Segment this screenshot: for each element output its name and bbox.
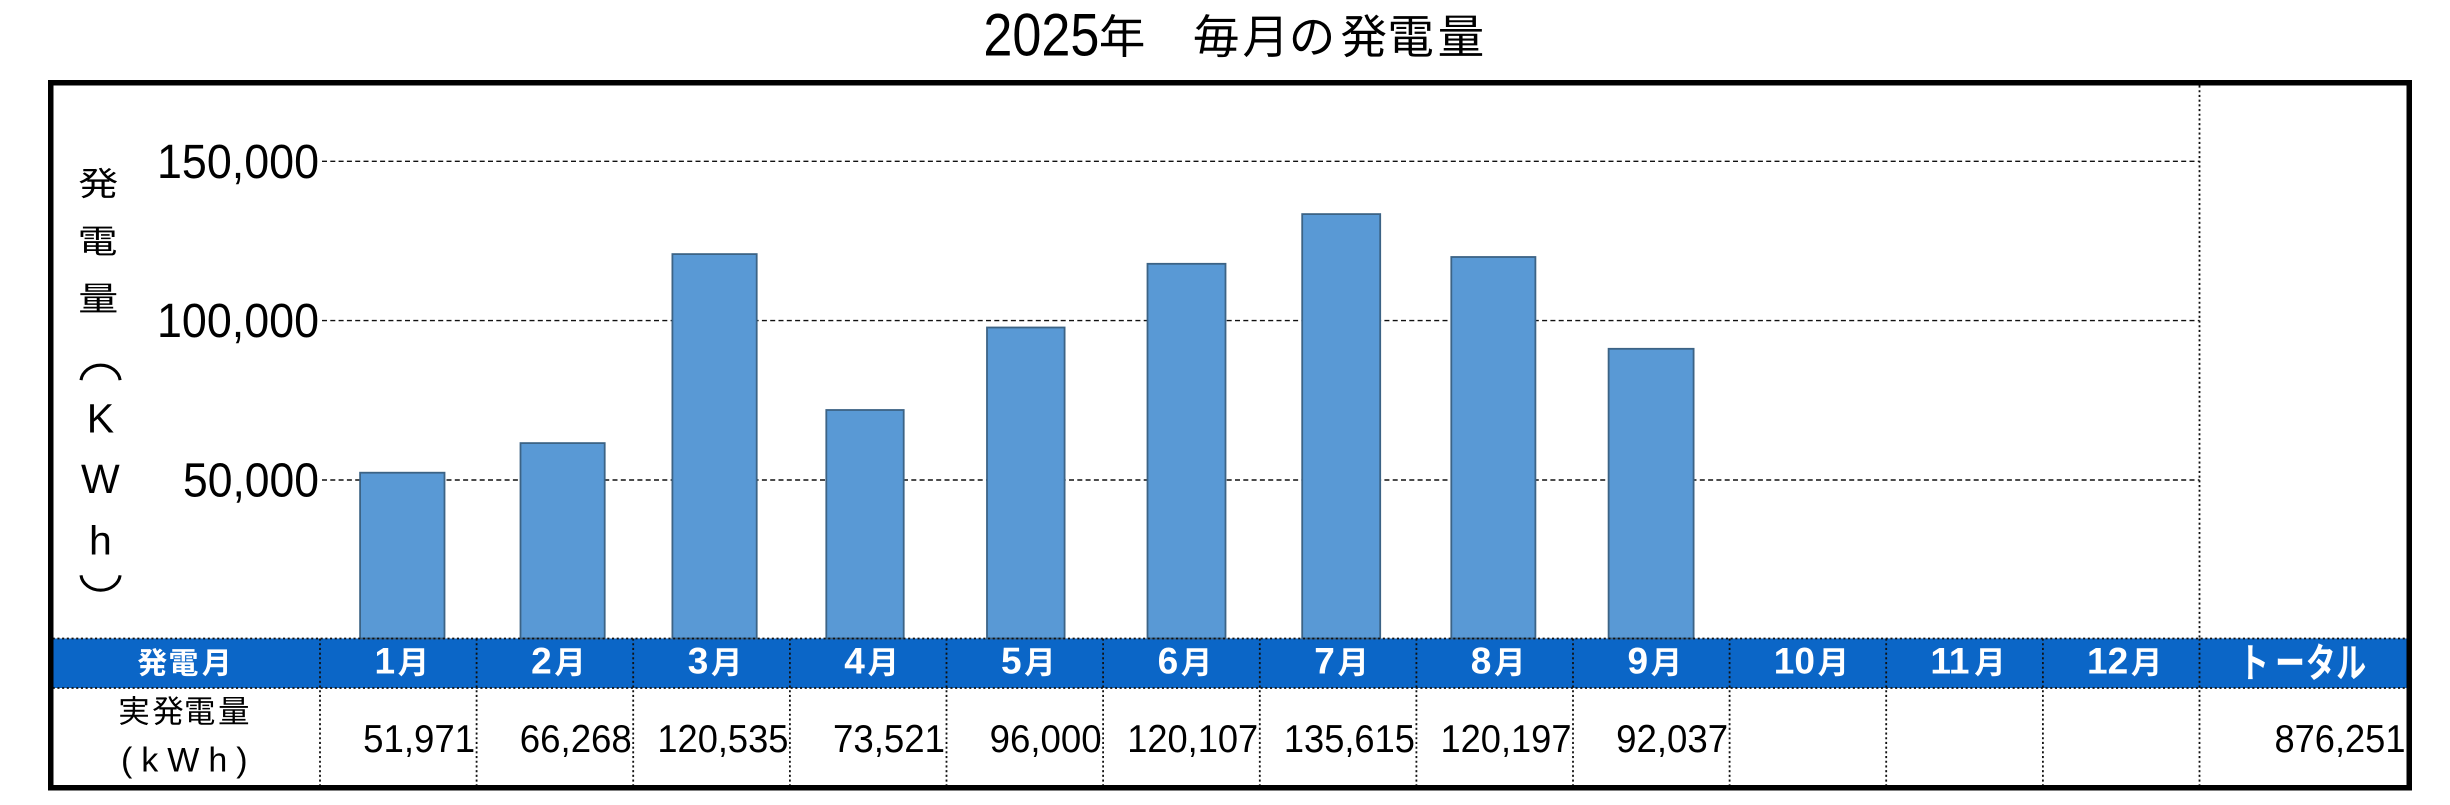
svg-text:12: 12 <box>2087 641 2128 682</box>
svg-text:73,521: 73,521 <box>833 718 945 761</box>
svg-text:5: 5 <box>1001 641 1022 682</box>
svg-text:50,000: 50,000 <box>183 454 319 508</box>
svg-text:11: 11 <box>1930 641 1969 682</box>
svg-text:10: 10 <box>1774 641 1815 682</box>
svg-text:(kWh): (kWh) <box>121 742 257 780</box>
svg-text:120,197: 120,197 <box>1441 718 1572 761</box>
svg-text:7: 7 <box>1314 641 1335 682</box>
svg-text:h: h <box>89 518 112 564</box>
svg-text:8: 8 <box>1471 641 1492 682</box>
svg-text:1: 1 <box>375 641 396 682</box>
svg-text:92,037: 92,037 <box>1616 718 1728 761</box>
svg-text:K: K <box>87 396 114 442</box>
svg-text:2025: 2025 <box>983 2 1099 69</box>
svg-text:W: W <box>81 456 120 502</box>
svg-text:150,000: 150,000 <box>157 135 319 189</box>
svg-text:3: 3 <box>688 641 709 682</box>
svg-text:96,000: 96,000 <box>990 718 1102 761</box>
svg-text:2: 2 <box>531 641 552 682</box>
svg-text:876,251: 876,251 <box>2275 718 2406 761</box>
svg-text:51,971: 51,971 <box>363 718 475 761</box>
svg-text:6: 6 <box>1158 641 1179 682</box>
svg-text:120,535: 120,535 <box>657 718 788 761</box>
svg-text:135,615: 135,615 <box>1284 718 1415 761</box>
svg-text:66,268: 66,268 <box>520 718 632 761</box>
svg-text:100,000: 100,000 <box>157 294 319 348</box>
svg-text:4: 4 <box>844 641 865 682</box>
svg-text:120,107: 120,107 <box>1127 718 1258 761</box>
svg-text:9: 9 <box>1628 641 1649 682</box>
